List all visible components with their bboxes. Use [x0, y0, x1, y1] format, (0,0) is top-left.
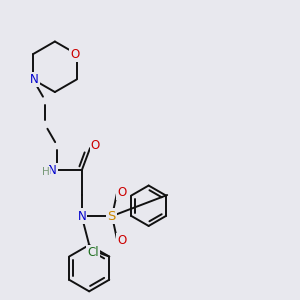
Text: H: H	[42, 167, 50, 177]
Text: O: O	[91, 139, 100, 152]
Text: S: S	[107, 210, 116, 223]
Text: N: N	[48, 164, 56, 177]
Text: O: O	[71, 48, 80, 61]
Text: Cl: Cl	[87, 247, 99, 260]
Text: N: N	[30, 73, 39, 86]
Text: O: O	[118, 186, 127, 199]
Text: N: N	[77, 210, 86, 223]
Text: O: O	[118, 234, 127, 247]
